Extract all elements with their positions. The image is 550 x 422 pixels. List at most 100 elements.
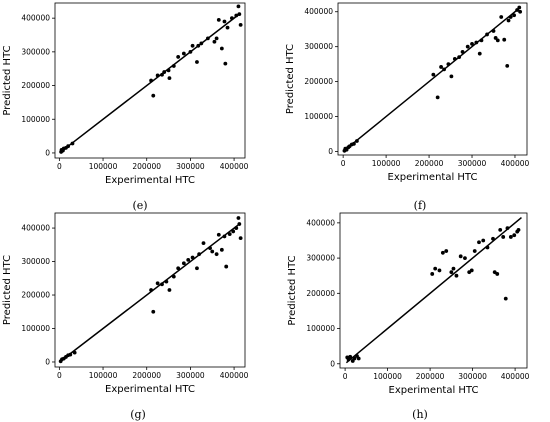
panel-label: (f) bbox=[414, 199, 427, 212]
data-point bbox=[176, 55, 181, 59]
y-tick-label: 400000 bbox=[304, 7, 333, 16]
panel-e: 0 100000 200000 300000 400000 0 100000 200000 30… bbox=[2, 2, 249, 212]
data-point bbox=[72, 350, 77, 355]
data-point bbox=[502, 37, 507, 42]
data-point bbox=[348, 354, 353, 359]
data-point bbox=[195, 60, 199, 64]
data-point bbox=[197, 252, 202, 257]
data-point bbox=[485, 245, 490, 250]
y-tick-label: 400000 bbox=[21, 224, 50, 233]
data-point bbox=[229, 16, 234, 21]
data-point bbox=[469, 268, 474, 273]
data-point bbox=[446, 62, 451, 67]
x-axis-label: Experimental HTC bbox=[105, 175, 195, 186]
data-point bbox=[346, 357, 351, 362]
y-axis-label: Predicted HTC bbox=[285, 44, 296, 114]
data-point bbox=[212, 39, 217, 44]
data-point bbox=[505, 63, 510, 68]
data-point bbox=[454, 273, 459, 278]
x-tick-label: 400000 bbox=[501, 159, 530, 168]
data-point bbox=[431, 72, 436, 77]
data-point bbox=[508, 15, 513, 19]
y-tick-label: 200000 bbox=[21, 291, 50, 300]
data-point bbox=[216, 17, 221, 22]
data-point bbox=[160, 72, 164, 77]
y-tick-label: 400000 bbox=[306, 218, 335, 227]
data-point bbox=[181, 51, 186, 56]
data-point bbox=[460, 50, 465, 54]
data-point bbox=[516, 228, 521, 232]
data-point bbox=[495, 38, 500, 43]
fit-line bbox=[345, 217, 522, 364]
y-tick-label: 300000 bbox=[21, 47, 50, 56]
x-tick-label: 0 bbox=[57, 371, 62, 380]
y-axis-label: Predicted HTC bbox=[2, 45, 13, 115]
data-point bbox=[437, 268, 442, 273]
data-point bbox=[234, 13, 239, 18]
data-point bbox=[491, 236, 495, 241]
data-point bbox=[518, 9, 523, 14]
y-tick-label: 300000 bbox=[21, 257, 50, 266]
x-axis-label: Experimental HTC bbox=[389, 385, 479, 396]
data-point bbox=[477, 51, 482, 56]
data-point bbox=[164, 279, 169, 284]
data-point bbox=[351, 141, 356, 146]
data-point bbox=[433, 266, 438, 271]
plot-frame bbox=[54, 212, 246, 368]
data-point bbox=[477, 240, 481, 245]
data-point bbox=[70, 141, 75, 146]
x-axis-label: Experimental HTC bbox=[105, 384, 195, 395]
data-point bbox=[238, 236, 243, 241]
data-point bbox=[219, 247, 224, 252]
data-point bbox=[485, 32, 489, 37]
fit-line bbox=[60, 222, 242, 362]
data-point bbox=[167, 288, 172, 292]
data-point bbox=[222, 234, 227, 239]
data-point bbox=[512, 13, 517, 18]
data-point bbox=[499, 15, 504, 19]
data-point bbox=[442, 67, 446, 72]
plot-frame bbox=[337, 2, 528, 156]
data-point bbox=[216, 232, 221, 237]
data-point bbox=[188, 49, 193, 54]
plot-frame bbox=[54, 2, 246, 159]
y-tick-label: 200000 bbox=[306, 289, 335, 298]
data-point bbox=[149, 78, 153, 83]
data-point bbox=[199, 41, 204, 46]
data-point bbox=[219, 46, 224, 51]
x-tick-label: 300000 bbox=[176, 371, 205, 380]
data-point bbox=[515, 8, 520, 12]
y-tick-label: 100000 bbox=[306, 324, 335, 333]
data-point bbox=[223, 61, 228, 66]
data-point bbox=[195, 266, 199, 271]
data-point bbox=[66, 144, 71, 149]
y-tick-label: 300000 bbox=[306, 254, 335, 263]
data-point bbox=[231, 229, 236, 234]
data-point bbox=[186, 257, 191, 262]
x-tick-label: 200000 bbox=[132, 162, 161, 171]
y-axis-label: Predicted HTC bbox=[287, 255, 298, 325]
x-tick-label: 200000 bbox=[415, 159, 444, 168]
plot-frame bbox=[339, 212, 528, 369]
y-tick-label: 200000 bbox=[21, 81, 50, 90]
data-point bbox=[474, 40, 479, 45]
y-tick-label: 100000 bbox=[304, 112, 333, 121]
panel-label: (h) bbox=[412, 408, 428, 421]
data-point bbox=[449, 270, 454, 275]
y-tick-label: 0 bbox=[45, 357, 50, 366]
data-point bbox=[517, 5, 522, 10]
y-tick-label: 0 bbox=[328, 147, 333, 156]
data-point bbox=[470, 41, 474, 46]
data-point bbox=[205, 36, 210, 41]
x-tick-label: 200000 bbox=[416, 372, 445, 381]
data-point bbox=[501, 235, 506, 239]
data-point bbox=[155, 281, 160, 286]
x-tick-label: 300000 bbox=[176, 162, 205, 171]
data-point bbox=[236, 216, 241, 220]
data-point bbox=[214, 36, 219, 41]
x-tick-label: 300000 bbox=[458, 372, 487, 381]
data-point bbox=[479, 38, 484, 43]
data-point bbox=[495, 272, 500, 276]
data-point bbox=[224, 264, 229, 269]
